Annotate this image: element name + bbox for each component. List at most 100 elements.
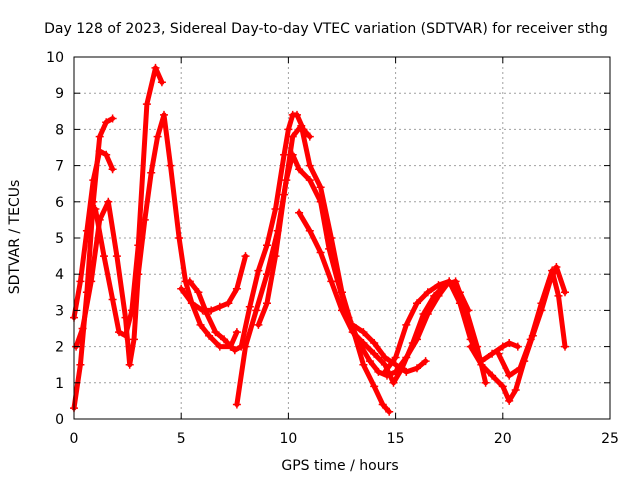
data-point <box>130 335 138 344</box>
data-point <box>288 132 297 141</box>
data-point <box>561 342 569 351</box>
y-tick-label: 7 <box>55 159 64 175</box>
data-point <box>380 353 389 362</box>
data-point <box>413 299 421 308</box>
data-point <box>370 339 379 347</box>
data-point <box>389 378 398 387</box>
data-point <box>245 302 254 311</box>
series-satellite-track-d <box>91 63 166 340</box>
data-point <box>445 277 454 286</box>
data-point <box>230 346 239 355</box>
data-point <box>505 339 514 347</box>
series-satellite-track-m <box>494 266 569 380</box>
data-point <box>466 335 475 344</box>
data-point <box>102 118 111 127</box>
data-point <box>252 306 261 315</box>
data-point <box>295 208 304 217</box>
series-satellite-track-i <box>295 208 490 387</box>
data-point <box>108 114 117 123</box>
data-point <box>413 364 421 373</box>
data-point <box>516 364 524 373</box>
data-point <box>224 299 233 308</box>
data-point <box>108 165 117 174</box>
y-tick-label: 0 <box>55 412 64 428</box>
data-point <box>254 266 263 275</box>
data-point <box>481 378 490 387</box>
data-point <box>423 288 432 297</box>
data-point <box>232 400 241 409</box>
data-point <box>316 183 325 192</box>
y-axis: 0 1 2 3 4 5 6 7 8 9 10 <box>46 50 610 428</box>
data-point <box>108 295 117 304</box>
data-point <box>505 371 514 380</box>
x-tick-label: 0 <box>70 431 79 447</box>
data-point <box>338 306 346 315</box>
data-point <box>548 266 557 275</box>
data-point <box>385 407 394 416</box>
data-point <box>280 190 289 199</box>
data-point <box>554 291 563 300</box>
data-point <box>89 176 98 185</box>
data-point <box>166 161 175 170</box>
data-point <box>370 349 379 358</box>
data-point <box>293 110 301 119</box>
data-point <box>408 339 417 347</box>
x-tick-label: 20 <box>494 431 512 447</box>
data-point <box>359 339 368 347</box>
data-point <box>305 161 314 170</box>
data-point <box>134 241 143 250</box>
data-point <box>215 302 224 311</box>
data-point <box>160 110 168 119</box>
y-tick-label: 6 <box>55 195 64 211</box>
series-line <box>92 65 165 339</box>
data-point <box>157 78 166 87</box>
data-point <box>187 299 196 308</box>
data-point <box>455 299 464 308</box>
data-point <box>91 205 100 213</box>
data-point <box>215 342 224 351</box>
data-point <box>125 360 134 369</box>
data-point <box>196 320 205 329</box>
series-line <box>382 278 521 375</box>
y-tick-label: 10 <box>46 50 64 66</box>
plot-area <box>70 63 569 416</box>
series-line <box>255 123 392 415</box>
data-point <box>95 147 104 156</box>
data-point <box>115 328 123 337</box>
data-point <box>280 150 289 159</box>
series-satellite-track-f <box>185 110 314 355</box>
data-point <box>263 241 271 250</box>
data-point <box>511 386 520 394</box>
data-point <box>87 277 96 286</box>
data-point <box>263 270 271 279</box>
data-point <box>561 288 569 297</box>
data-point <box>121 331 130 340</box>
series-satellite-track-h <box>254 121 394 416</box>
data-point <box>232 284 241 293</box>
y-tick-label: 1 <box>55 376 64 392</box>
data-point <box>494 349 503 358</box>
data-point <box>370 382 379 391</box>
y-tick-label: 9 <box>55 86 64 102</box>
data-point <box>297 121 306 130</box>
data-point <box>419 310 428 318</box>
x-tick-label: 15 <box>387 431 405 447</box>
series-line <box>178 253 248 313</box>
data-point <box>305 132 314 141</box>
data-point <box>498 382 507 391</box>
data-point <box>263 299 271 308</box>
y-tick-label: 2 <box>55 340 64 356</box>
data-point <box>76 360 85 369</box>
data-point <box>185 277 194 286</box>
data-point <box>316 248 325 257</box>
data-point <box>526 335 535 344</box>
data-point <box>378 400 387 409</box>
series-satellite-track-k <box>380 277 522 376</box>
data-point <box>305 226 314 235</box>
data-point <box>505 396 514 405</box>
data-point <box>513 342 522 351</box>
data-point <box>254 320 263 329</box>
data-point <box>127 306 136 315</box>
data-point <box>488 371 497 380</box>
